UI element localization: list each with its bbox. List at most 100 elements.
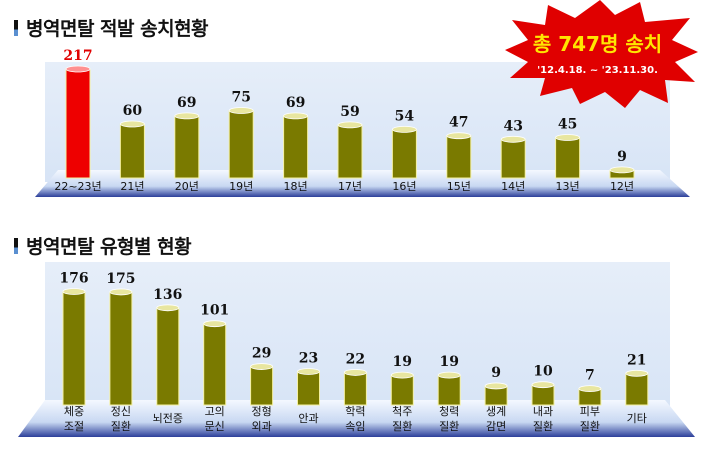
category-label: 척주 (392, 405, 412, 418)
bar-cap (391, 125, 417, 133)
category-label: 생계 (486, 405, 506, 418)
bar-cap (174, 112, 200, 120)
bar-cap (203, 320, 227, 328)
data-label: 101 (200, 303, 229, 319)
category-label: 뇌전증 (153, 412, 183, 425)
category-label: 20년 (175, 180, 199, 193)
chart1-title: 병역면탈 적발 송치현황 (14, 14, 209, 41)
data-label: 29 (252, 346, 271, 362)
data-label: 69 (177, 95, 196, 111)
bar (343, 371, 367, 406)
data-label: 9 (617, 149, 627, 165)
category-label: 내과 (533, 405, 553, 418)
bar-cap (437, 371, 461, 379)
bar (446, 135, 472, 179)
bar-cap (156, 304, 180, 312)
category-label: 13년 (556, 180, 580, 193)
data-label: 9 (491, 365, 501, 381)
bar (437, 374, 461, 406)
category-label: 질환 (580, 420, 600, 433)
bar (625, 372, 649, 406)
data-label: 176 (59, 271, 88, 287)
category-label: 22~23년 (54, 180, 101, 193)
category-label: 체중 (64, 405, 84, 418)
category-label: 14년 (501, 180, 525, 193)
bar (119, 123, 145, 179)
bar-cap (484, 382, 508, 390)
bar-cap (119, 120, 145, 128)
bar (283, 115, 309, 179)
bar (174, 115, 200, 179)
chart2-tray (18, 400, 695, 437)
category-label: 기타 (627, 412, 647, 425)
data-label: 175 (106, 271, 135, 287)
bar (500, 138, 526, 179)
data-label: 7 (585, 368, 595, 384)
data-label: 19 (439, 354, 458, 370)
data-label: 22 (346, 351, 365, 367)
category-label: 문신 (205, 420, 225, 433)
bar (62, 291, 86, 406)
category-label: 학력 (345, 405, 365, 418)
category-label: 15년 (447, 180, 471, 193)
data-label: 54 (395, 108, 415, 124)
category-label: 16년 (392, 180, 416, 193)
bar-cap (446, 132, 472, 140)
category-label: 정신 (111, 405, 131, 418)
data-label: 19 (393, 354, 412, 370)
bar (109, 291, 133, 406)
title-bullet-icon (14, 20, 18, 36)
data-label: 10 (533, 364, 553, 380)
bar (203, 323, 227, 406)
data-label: 217 (63, 48, 92, 64)
category-label: 고의 (205, 405, 225, 418)
bar-cap (297, 368, 320, 375)
chart2-title-text: 병역면탈 유형별 현황 (26, 236, 192, 258)
category-label: 17년 (338, 180, 362, 193)
bar (297, 371, 320, 406)
bar-cap (555, 134, 580, 141)
chart2-title: 병역면탈 유형별 현황 (14, 232, 192, 259)
bar-cap (390, 371, 414, 379)
bar-cap (531, 381, 555, 389)
data-label: 45 (558, 117, 577, 133)
data-label: 47 (449, 115, 468, 131)
bar-cap (625, 369, 649, 377)
data-label: 75 (231, 90, 250, 106)
category-label: 18년 (284, 180, 308, 193)
category-label: 피부 (580, 405, 600, 418)
bar (250, 366, 274, 406)
category-label: 정형 (251, 405, 271, 418)
chart1-title-text: 병역면탈 적발 송치현황 (26, 18, 209, 40)
category-label: 청력 (439, 405, 459, 418)
data-label: 23 (299, 351, 318, 367)
category-label: 질환 (439, 420, 459, 433)
bar-cap (343, 369, 367, 376)
data-label: 43 (503, 118, 522, 134)
category-label: 속임 (345, 420, 365, 433)
bar-cap (609, 166, 635, 174)
bar-cap (500, 135, 526, 143)
bar-cap (228, 107, 254, 114)
category-label: 질환 (392, 420, 412, 433)
category-label: 안과 (298, 412, 318, 425)
data-label: 69 (286, 95, 305, 111)
bar-cap (578, 385, 602, 393)
bar-cap (65, 65, 91, 73)
bar (337, 124, 363, 179)
category-label: 21년 (120, 180, 144, 193)
period-label: '12.4.18. ~ '23.11.30. (537, 65, 658, 76)
category-label: 외과 (251, 420, 271, 433)
category-label: 질환 (533, 420, 553, 433)
category-label: 12년 (610, 180, 634, 193)
bar-cap (109, 288, 133, 296)
bar-cap (337, 121, 363, 129)
bar (65, 68, 91, 179)
title-bullet-icon (14, 238, 18, 254)
data-label: 136 (153, 287, 182, 303)
total-sent-label: 총 747명 송치 (532, 32, 663, 56)
data-label: 59 (340, 104, 359, 120)
category-label: 질환 (111, 420, 131, 433)
category-label: 조절 (64, 420, 84, 433)
